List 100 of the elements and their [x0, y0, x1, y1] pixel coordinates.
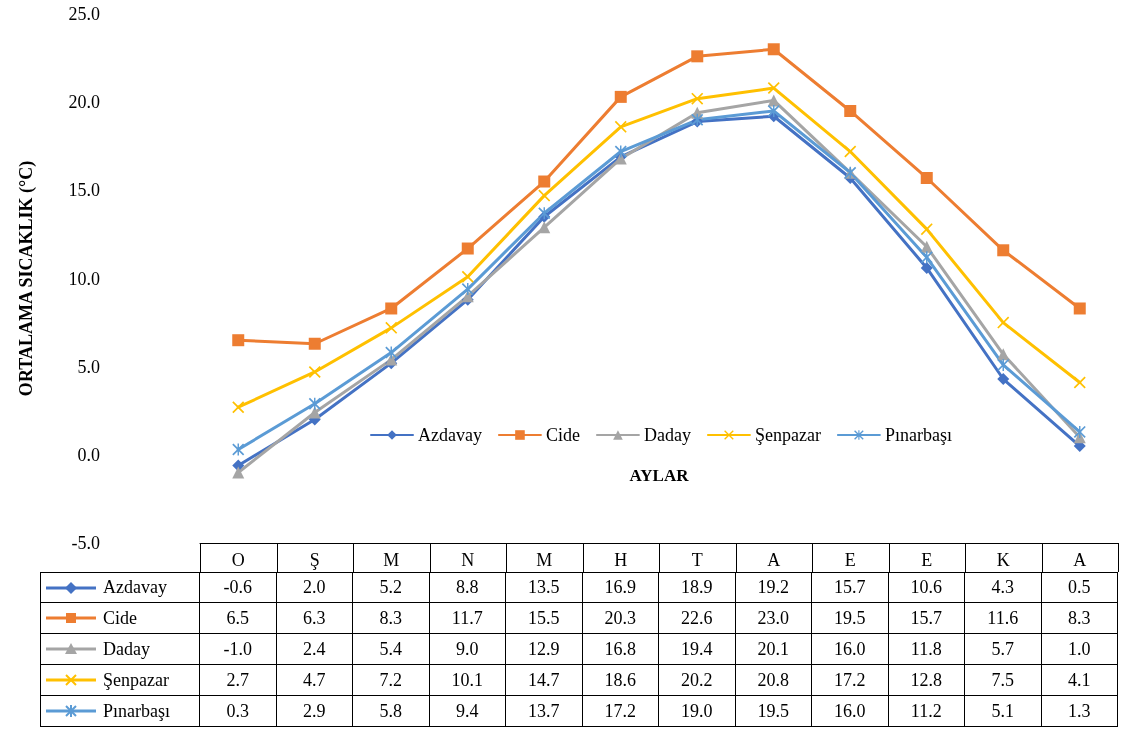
y-tick-label: 10.0 — [68, 268, 100, 289]
point — [691, 50, 704, 63]
data-label: 5.8 — [353, 696, 430, 727]
point — [1073, 425, 1086, 438]
legend-label: Şenpazar — [754, 425, 821, 445]
data-label: 12.8 — [888, 665, 965, 696]
data-label: 16.9 — [582, 572, 659, 603]
y-tick-label: 15.0 — [68, 180, 100, 201]
y-tick-label: 5.0 — [77, 356, 100, 377]
point — [920, 223, 933, 236]
x-tick-label: N — [461, 550, 475, 570]
point — [461, 242, 474, 255]
data-label: 16.0 — [812, 634, 889, 665]
point — [538, 189, 551, 202]
data-label: 17.2 — [812, 665, 889, 696]
point — [232, 466, 245, 479]
data-label: 14.7 — [506, 665, 583, 696]
point — [461, 270, 474, 283]
point — [997, 358, 1010, 371]
point — [385, 321, 398, 334]
data-label: 4.1 — [1041, 665, 1118, 696]
data-label: 11.6 — [965, 603, 1042, 634]
data-label: 5.4 — [353, 634, 430, 665]
x-tick-label: E — [844, 550, 856, 570]
point — [308, 406, 321, 419]
x-tick-label: O — [231, 550, 245, 570]
data-label: 20.8 — [735, 665, 812, 696]
point — [920, 171, 933, 184]
point — [997, 316, 1010, 329]
data-label: 13.7 — [506, 696, 583, 727]
data-label: 17.2 — [582, 696, 659, 727]
point — [1073, 302, 1086, 315]
x-tick-label: M — [383, 550, 400, 570]
data-label: 7.5 — [965, 665, 1042, 696]
point — [920, 251, 933, 264]
x-tick-label: E — [921, 550, 933, 570]
data-label: 11.8 — [888, 634, 965, 665]
legend-label: Cide — [545, 425, 580, 445]
x-tick-label: Ş — [309, 550, 320, 570]
x-tick-label: H — [614, 550, 628, 570]
point — [232, 401, 245, 414]
data-label: 20.3 — [582, 603, 659, 634]
data-label: 22.6 — [659, 603, 736, 634]
x-tick-label: M — [536, 550, 553, 570]
data-label: 5.7 — [965, 634, 1042, 665]
point — [614, 120, 627, 133]
data-label: 19.5 — [735, 696, 812, 727]
text: Cide — [103, 607, 137, 628]
data-label: 9.4 — [429, 696, 506, 727]
point — [308, 337, 321, 350]
point — [461, 283, 474, 296]
data-label: 12.9 — [506, 634, 583, 665]
point — [920, 261, 933, 274]
data-label: 2.9 — [276, 696, 353, 727]
data-label: 18.6 — [582, 665, 659, 696]
data-label: 2.7 — [200, 665, 277, 696]
data-label: 9.0 — [429, 634, 506, 665]
point — [232, 334, 245, 347]
point — [614, 90, 627, 103]
y-axis-title: ORTALAMA SICAKLIK (°C) — [16, 160, 37, 397]
x-tick-label: A — [1073, 550, 1087, 570]
data-label: 8.8 — [429, 572, 506, 603]
point — [538, 175, 551, 188]
data-label: 2.0 — [276, 572, 353, 603]
data-label: 2.4 — [276, 634, 353, 665]
data-label: 4.7 — [276, 665, 353, 696]
point — [308, 397, 321, 410]
data-label: 16.0 — [812, 696, 889, 727]
data-label: 7.2 — [353, 665, 430, 696]
x-tick-label: A — [767, 550, 781, 570]
legend-label: Azdavay — [418, 425, 482, 445]
legend-label: Pınarbaşı — [884, 425, 952, 445]
data-label: 1.0 — [1041, 634, 1118, 665]
point — [844, 104, 857, 117]
data-label: 0.3 — [200, 696, 277, 727]
data-label: 5.2 — [353, 572, 430, 603]
text: Daday — [103, 638, 150, 659]
data-label: 15.7 — [812, 572, 889, 603]
x-tick-label: T — [691, 550, 703, 570]
data-label: 20.1 — [735, 634, 812, 665]
x-axis-title: AYLAR — [629, 465, 690, 485]
data-label: 16.8 — [582, 634, 659, 665]
point — [538, 221, 551, 234]
data-label: 8.3 — [1041, 603, 1118, 634]
text: Pınarbaşı — [103, 700, 170, 721]
data-label: 15.5 — [506, 603, 583, 634]
text: Azdavay — [103, 577, 167, 597]
data-label: 10.6 — [888, 572, 965, 603]
data-label: -0.6 — [200, 572, 277, 603]
data-label: 18.9 — [659, 572, 736, 603]
point — [385, 302, 398, 315]
data-label: 15.7 — [888, 603, 965, 634]
data-label: 8.3 — [353, 603, 430, 634]
data-label: 5.1 — [965, 696, 1042, 727]
data-label: 19.4 — [659, 634, 736, 665]
data-label: 11.7 — [429, 603, 506, 634]
data-label: 0.5 — [1041, 572, 1118, 603]
data-label: 19.2 — [735, 572, 812, 603]
data-label: 1.3 — [1041, 696, 1118, 727]
legend-label: Daday — [643, 425, 691, 445]
